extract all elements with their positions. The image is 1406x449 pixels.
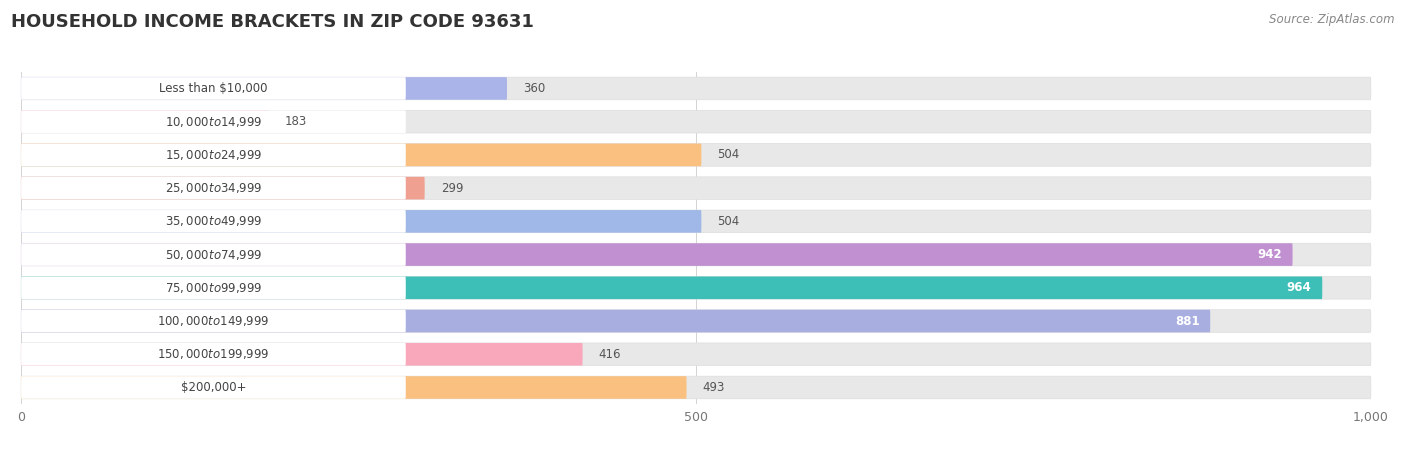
FancyBboxPatch shape <box>21 77 508 100</box>
Text: $50,000 to $74,999: $50,000 to $74,999 <box>165 247 262 262</box>
Text: 964: 964 <box>1286 282 1312 294</box>
FancyBboxPatch shape <box>21 376 406 399</box>
FancyBboxPatch shape <box>21 310 1211 332</box>
FancyBboxPatch shape <box>21 210 1371 233</box>
FancyBboxPatch shape <box>21 144 702 166</box>
FancyBboxPatch shape <box>21 376 1371 399</box>
Text: 183: 183 <box>284 115 307 128</box>
FancyBboxPatch shape <box>21 77 406 100</box>
Text: HOUSEHOLD INCOME BRACKETS IN ZIP CODE 93631: HOUSEHOLD INCOME BRACKETS IN ZIP CODE 93… <box>11 13 534 31</box>
FancyBboxPatch shape <box>21 277 406 299</box>
FancyBboxPatch shape <box>21 310 406 332</box>
FancyBboxPatch shape <box>21 110 269 133</box>
FancyBboxPatch shape <box>21 343 406 365</box>
Text: $10,000 to $14,999: $10,000 to $14,999 <box>165 114 262 129</box>
FancyBboxPatch shape <box>21 144 1371 166</box>
FancyBboxPatch shape <box>21 243 406 266</box>
FancyBboxPatch shape <box>21 243 1292 266</box>
Text: $150,000 to $199,999: $150,000 to $199,999 <box>157 347 270 361</box>
Text: Source: ZipAtlas.com: Source: ZipAtlas.com <box>1270 13 1395 26</box>
Text: 299: 299 <box>441 182 464 194</box>
Text: 360: 360 <box>523 82 546 95</box>
Text: 493: 493 <box>703 381 725 394</box>
FancyBboxPatch shape <box>21 310 1371 332</box>
Text: $200,000+: $200,000+ <box>181 381 246 394</box>
FancyBboxPatch shape <box>21 110 406 133</box>
Text: $25,000 to $34,999: $25,000 to $34,999 <box>165 181 262 195</box>
FancyBboxPatch shape <box>21 110 1371 133</box>
FancyBboxPatch shape <box>21 277 1322 299</box>
FancyBboxPatch shape <box>21 343 1371 365</box>
Text: Less than $10,000: Less than $10,000 <box>159 82 267 95</box>
Text: 504: 504 <box>717 149 740 161</box>
FancyBboxPatch shape <box>21 177 406 199</box>
FancyBboxPatch shape <box>21 376 686 399</box>
Text: $75,000 to $99,999: $75,000 to $99,999 <box>165 281 262 295</box>
Text: 504: 504 <box>717 215 740 228</box>
Text: 416: 416 <box>599 348 621 361</box>
FancyBboxPatch shape <box>21 243 1371 266</box>
FancyBboxPatch shape <box>21 277 1371 299</box>
Text: 881: 881 <box>1175 315 1199 327</box>
FancyBboxPatch shape <box>21 177 425 199</box>
FancyBboxPatch shape <box>21 77 1371 100</box>
FancyBboxPatch shape <box>21 210 702 233</box>
Text: $100,000 to $149,999: $100,000 to $149,999 <box>157 314 270 328</box>
Text: $15,000 to $24,999: $15,000 to $24,999 <box>165 148 262 162</box>
FancyBboxPatch shape <box>21 343 582 365</box>
FancyBboxPatch shape <box>21 177 1371 199</box>
FancyBboxPatch shape <box>21 144 406 166</box>
FancyBboxPatch shape <box>21 210 406 233</box>
Text: $35,000 to $49,999: $35,000 to $49,999 <box>165 214 262 229</box>
Text: 942: 942 <box>1257 248 1282 261</box>
